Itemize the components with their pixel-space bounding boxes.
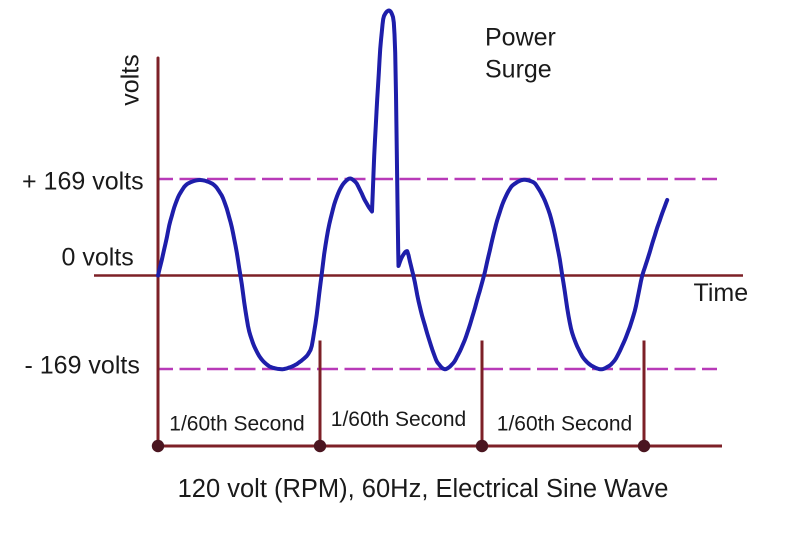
svg-text:120 volt (RPM), 60Hz, Electric: 120 volt (RPM), 60Hz, Electrical Sine Wa… xyxy=(178,475,669,503)
svg-text:Surge: Surge xyxy=(485,56,552,84)
svg-text:1/60th Second: 1/60th Second xyxy=(169,413,304,436)
svg-text:Power: Power xyxy=(485,24,556,52)
svg-text:volts: volts xyxy=(117,54,145,105)
svg-text:Time: Time xyxy=(694,279,749,307)
svg-text:1/60th Second: 1/60th Second xyxy=(497,413,632,436)
svg-text:- 169 volts: - 169 volts xyxy=(25,352,140,380)
svg-text:1/60th Second: 1/60th Second xyxy=(331,408,466,431)
svg-text:+ 169 volts: + 169 volts xyxy=(22,168,144,196)
svg-text:0 volts: 0 volts xyxy=(62,244,134,272)
